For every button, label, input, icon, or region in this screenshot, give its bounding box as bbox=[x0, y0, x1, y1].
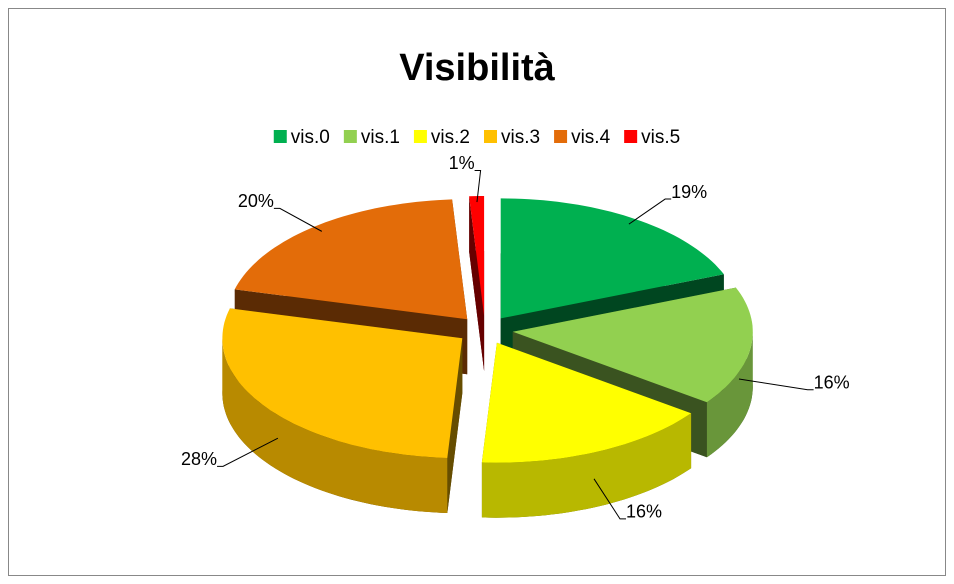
legend-label: vis.0 bbox=[291, 127, 330, 148]
legend-label: vis.2 bbox=[431, 127, 470, 148]
legend-swatch bbox=[343, 130, 357, 143]
leader-line bbox=[628, 198, 672, 225]
data-label: 19% bbox=[671, 182, 707, 202]
data-label: 1% bbox=[449, 153, 475, 173]
legend-swatch bbox=[554, 130, 568, 143]
slice bbox=[512, 287, 753, 403]
slice bbox=[234, 199, 468, 320]
slice bbox=[469, 196, 485, 316]
leader-line bbox=[217, 437, 279, 467]
slice bbox=[481, 342, 692, 463]
slice-side bbox=[481, 413, 692, 518]
legend-label: vis.1 bbox=[361, 127, 400, 148]
data-label: 16% bbox=[814, 373, 850, 393]
slice bbox=[222, 308, 463, 458]
leader-line bbox=[474, 169, 482, 203]
legend-label: vis.4 bbox=[571, 127, 611, 148]
slice-side bbox=[222, 338, 448, 513]
legend-swatch bbox=[273, 130, 287, 143]
legend-swatch bbox=[484, 130, 497, 143]
legend-swatch bbox=[413, 130, 427, 143]
leader-line bbox=[738, 378, 814, 391]
data-label: 20% bbox=[238, 191, 274, 211]
data-label: 16% bbox=[626, 502, 662, 522]
slice-side bbox=[469, 196, 485, 371]
legend-label: vis.3 bbox=[501, 127, 540, 148]
leader-line bbox=[273, 207, 323, 232]
chart-title: Visibilità bbox=[399, 47, 555, 89]
slice bbox=[500, 198, 724, 319]
legend-swatch bbox=[624, 130, 638, 143]
legend-label: vis.5 bbox=[641, 127, 680, 148]
pie bbox=[222, 196, 753, 518]
leader-line bbox=[593, 478, 627, 520]
slice-side bbox=[706, 331, 753, 458]
data-label: 28% bbox=[181, 449, 217, 469]
